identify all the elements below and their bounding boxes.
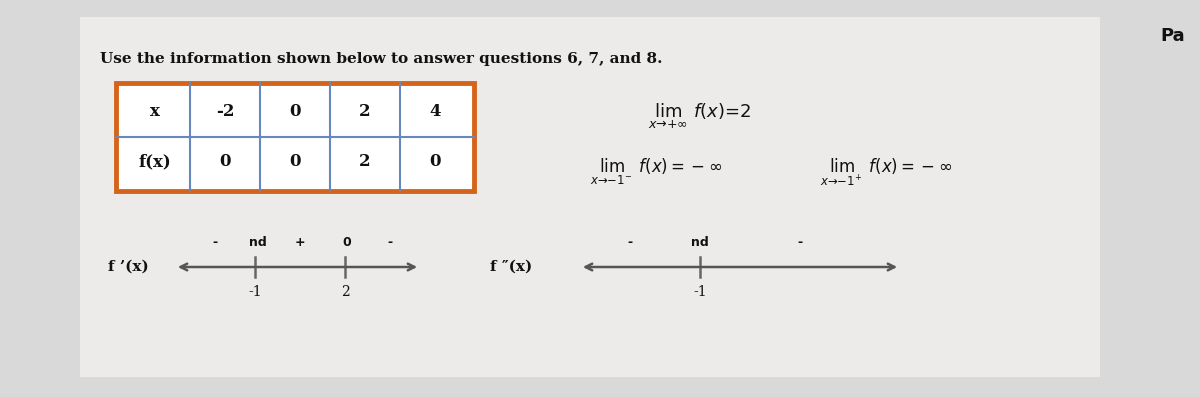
Text: 0: 0 [220, 154, 230, 170]
Text: -: - [798, 236, 803, 249]
FancyBboxPatch shape [116, 83, 474, 191]
Text: nd: nd [250, 236, 266, 249]
Text: x: x [150, 104, 160, 121]
Text: 2: 2 [359, 154, 371, 170]
Text: 2: 2 [341, 285, 349, 299]
Text: 0: 0 [289, 104, 301, 121]
Text: -1: -1 [694, 285, 707, 299]
Text: -: - [212, 236, 217, 249]
Text: f ″(x): f ″(x) [490, 260, 533, 274]
Text: 0: 0 [289, 154, 301, 170]
Text: 0: 0 [430, 154, 440, 170]
Text: -: - [628, 236, 632, 249]
Text: nd: nd [691, 236, 709, 249]
Text: $\lim_{x \to +\infty}\ f(x) = 2$: $\lim_{x \to +\infty}\ f(x) = 2$ [648, 102, 751, 131]
Text: $\lim_{x \to -1^{-}}\ f(x) = -\infty$: $\lim_{x \to -1^{-}}\ f(x) = -\infty$ [590, 157, 722, 187]
FancyBboxPatch shape [80, 17, 1100, 377]
Text: -: - [388, 236, 392, 249]
Text: 4: 4 [430, 104, 440, 121]
Text: $\lim_{x \to -1^{+}}\ f(x) = -\infty$: $\lim_{x \to -1^{+}}\ f(x) = -\infty$ [820, 157, 953, 189]
Text: f(x): f(x) [139, 154, 172, 170]
Text: -1: -1 [248, 285, 262, 299]
Text: 0: 0 [343, 236, 352, 249]
Text: 2: 2 [359, 104, 371, 121]
Text: -2: -2 [216, 104, 234, 121]
Text: +: + [295, 236, 305, 249]
Text: Pa: Pa [1160, 27, 1186, 45]
Text: f ’(x): f ’(x) [108, 260, 149, 274]
Text: Use the information shown below to answer questions 6, 7, and 8.: Use the information shown below to answe… [100, 52, 662, 66]
